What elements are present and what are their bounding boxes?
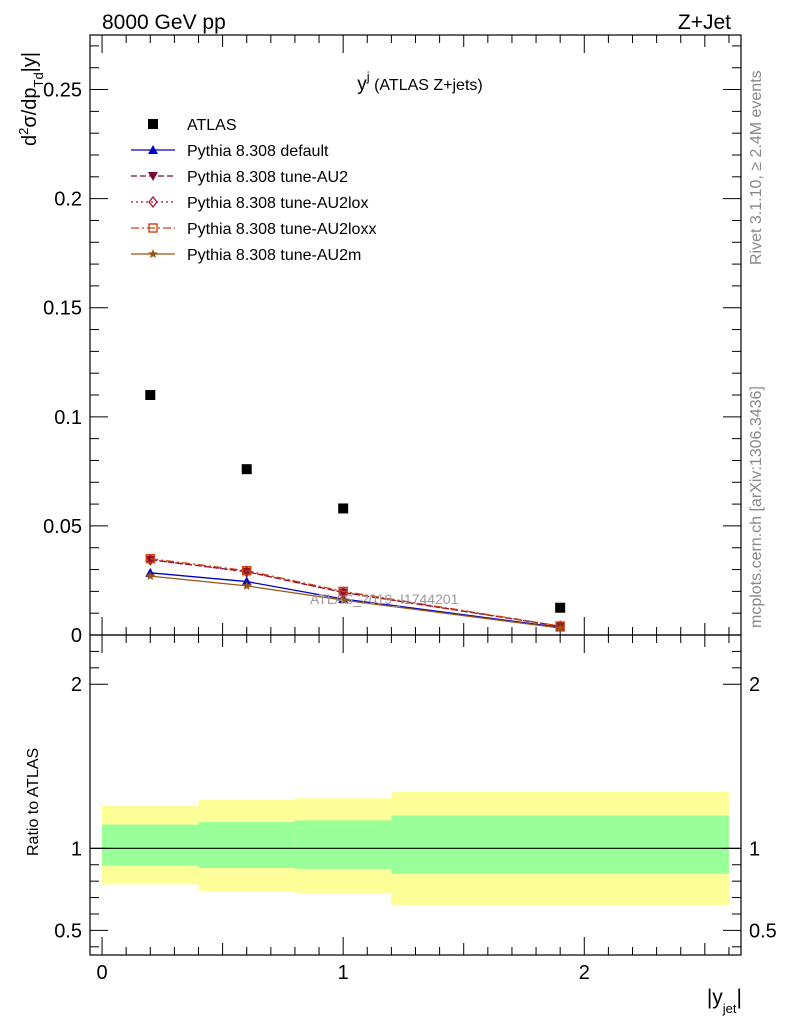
- ratio-band-inner: [102, 824, 199, 866]
- ratio-band-inner: [294, 820, 392, 869]
- data-point-series-0: [555, 602, 566, 613]
- main-y-tick-label: 0.1: [54, 407, 82, 429]
- data-point-series-5: [145, 571, 156, 581]
- header-left: 8000 GeV pp: [102, 11, 226, 34]
- legend-marker-3: [148, 195, 158, 209]
- ylabel-sub: Td: [31, 72, 46, 87]
- legend-marker-1: [148, 145, 158, 154]
- ratio-band-inner: [391, 815, 729, 874]
- legend: ATLAS Pythia 8.308 default Pythia 8.308 tu…: [131, 117, 376, 264]
- x-tick-label: 1: [338, 962, 349, 984]
- main-title-rest: (ATLAS Z+jets): [370, 77, 483, 94]
- main-y-tick-label: 0.15: [43, 298, 82, 320]
- main-y-tick-label: 0.2: [54, 189, 82, 211]
- legend-label-1: Pythia 8.308 default: [187, 143, 329, 160]
- data-point-series-4: [145, 553, 155, 564]
- ratio-y-tick-label-right: 2: [749, 674, 760, 696]
- ratio-band-inner: [198, 822, 295, 869]
- legend-marker-5: [148, 249, 158, 259]
- main-y-tick-label: 0: [71, 625, 82, 647]
- series-line-1: [150, 572, 561, 629]
- rivet-label: Rivet 3.1.10, ≥ 2.4M events: [748, 70, 765, 265]
- ratio-y-tick-label-right: 0.5: [749, 920, 777, 942]
- ratio-y-tick-label: 0.5: [54, 920, 82, 942]
- legend-label-5: Pythia 8.308 tune-AU2m: [187, 247, 361, 264]
- series-line-5: [150, 575, 561, 629]
- data-point-series-5: [338, 595, 348, 605]
- main-y-tick-label: 0.25: [43, 80, 82, 102]
- ratio-y-tick-label: 2: [71, 674, 82, 696]
- data-point-series-3: [145, 553, 156, 566]
- legend-marker-0: [148, 119, 158, 129]
- xlabel-main: |y: [707, 986, 723, 1009]
- x-tick-label: 0: [96, 962, 107, 984]
- main-ylabel: d2σ/dpTd|y|: [16, 52, 46, 146]
- ratio-bands: [90, 791, 741, 905]
- xlabel-end: |: [737, 986, 742, 1009]
- legend-label-2: Pythia 8.308 tune-AU2: [187, 169, 348, 186]
- data-point-series-5: [555, 623, 565, 633]
- legend-marker-2: [148, 172, 158, 181]
- main-panel-marks: [145, 390, 566, 633]
- legend-label-4: Pythia 8.308 tune-AU2loxx: [187, 221, 376, 238]
- ratio-ylabel: Ratio to ATLAS: [25, 748, 42, 856]
- data-point-series-0: [145, 390, 156, 400]
- ylabel-d: d: [19, 135, 41, 146]
- main-y-tick-label: 0.05: [43, 516, 82, 538]
- watermark: ATLAS_2019_I1744201: [310, 591, 459, 607]
- main-title: yj (ATLAS Z+jets): [357, 69, 482, 95]
- legend-label-3: Pythia 8.308 tune-AU2lox: [187, 195, 368, 212]
- legend-marker-4: [148, 223, 158, 233]
- main-title-var: y: [357, 74, 367, 95]
- data-point-series-3: [555, 620, 565, 633]
- x-tick-label: 2: [579, 962, 590, 984]
- xlabel-sub: jet: [722, 1001, 737, 1016]
- mcplots-label: mcplots.cern.ch [arXiv:1306.3436]: [748, 386, 765, 628]
- main-title-sup: j: [366, 69, 370, 84]
- ylabel-sup: 2: [16, 128, 31, 135]
- data-point-series-0: [241, 464, 252, 475]
- xlabel: |yjet|: [707, 986, 742, 1016]
- ratio-panel-axes: 0 1 2 0.5 0.5 1 1 2 2: [54, 634, 777, 984]
- data-point-series-5: [241, 580, 252, 590]
- ylabel-sigma: σ/dp: [19, 87, 41, 127]
- header-right: Z+Jet: [678, 11, 731, 34]
- series-line-4: [150, 557, 561, 627]
- data-point-series-3: [241, 565, 252, 578]
- ylabel-rest: |y|: [19, 52, 41, 72]
- data-point-series-0: [338, 503, 349, 514]
- ratio-y-tick-label: 1: [71, 838, 82, 860]
- ratio-y-tick-label-right: 1: [749, 838, 760, 860]
- legend-label-0: ATLAS: [187, 117, 237, 134]
- data-point-series-4: [242, 565, 252, 576]
